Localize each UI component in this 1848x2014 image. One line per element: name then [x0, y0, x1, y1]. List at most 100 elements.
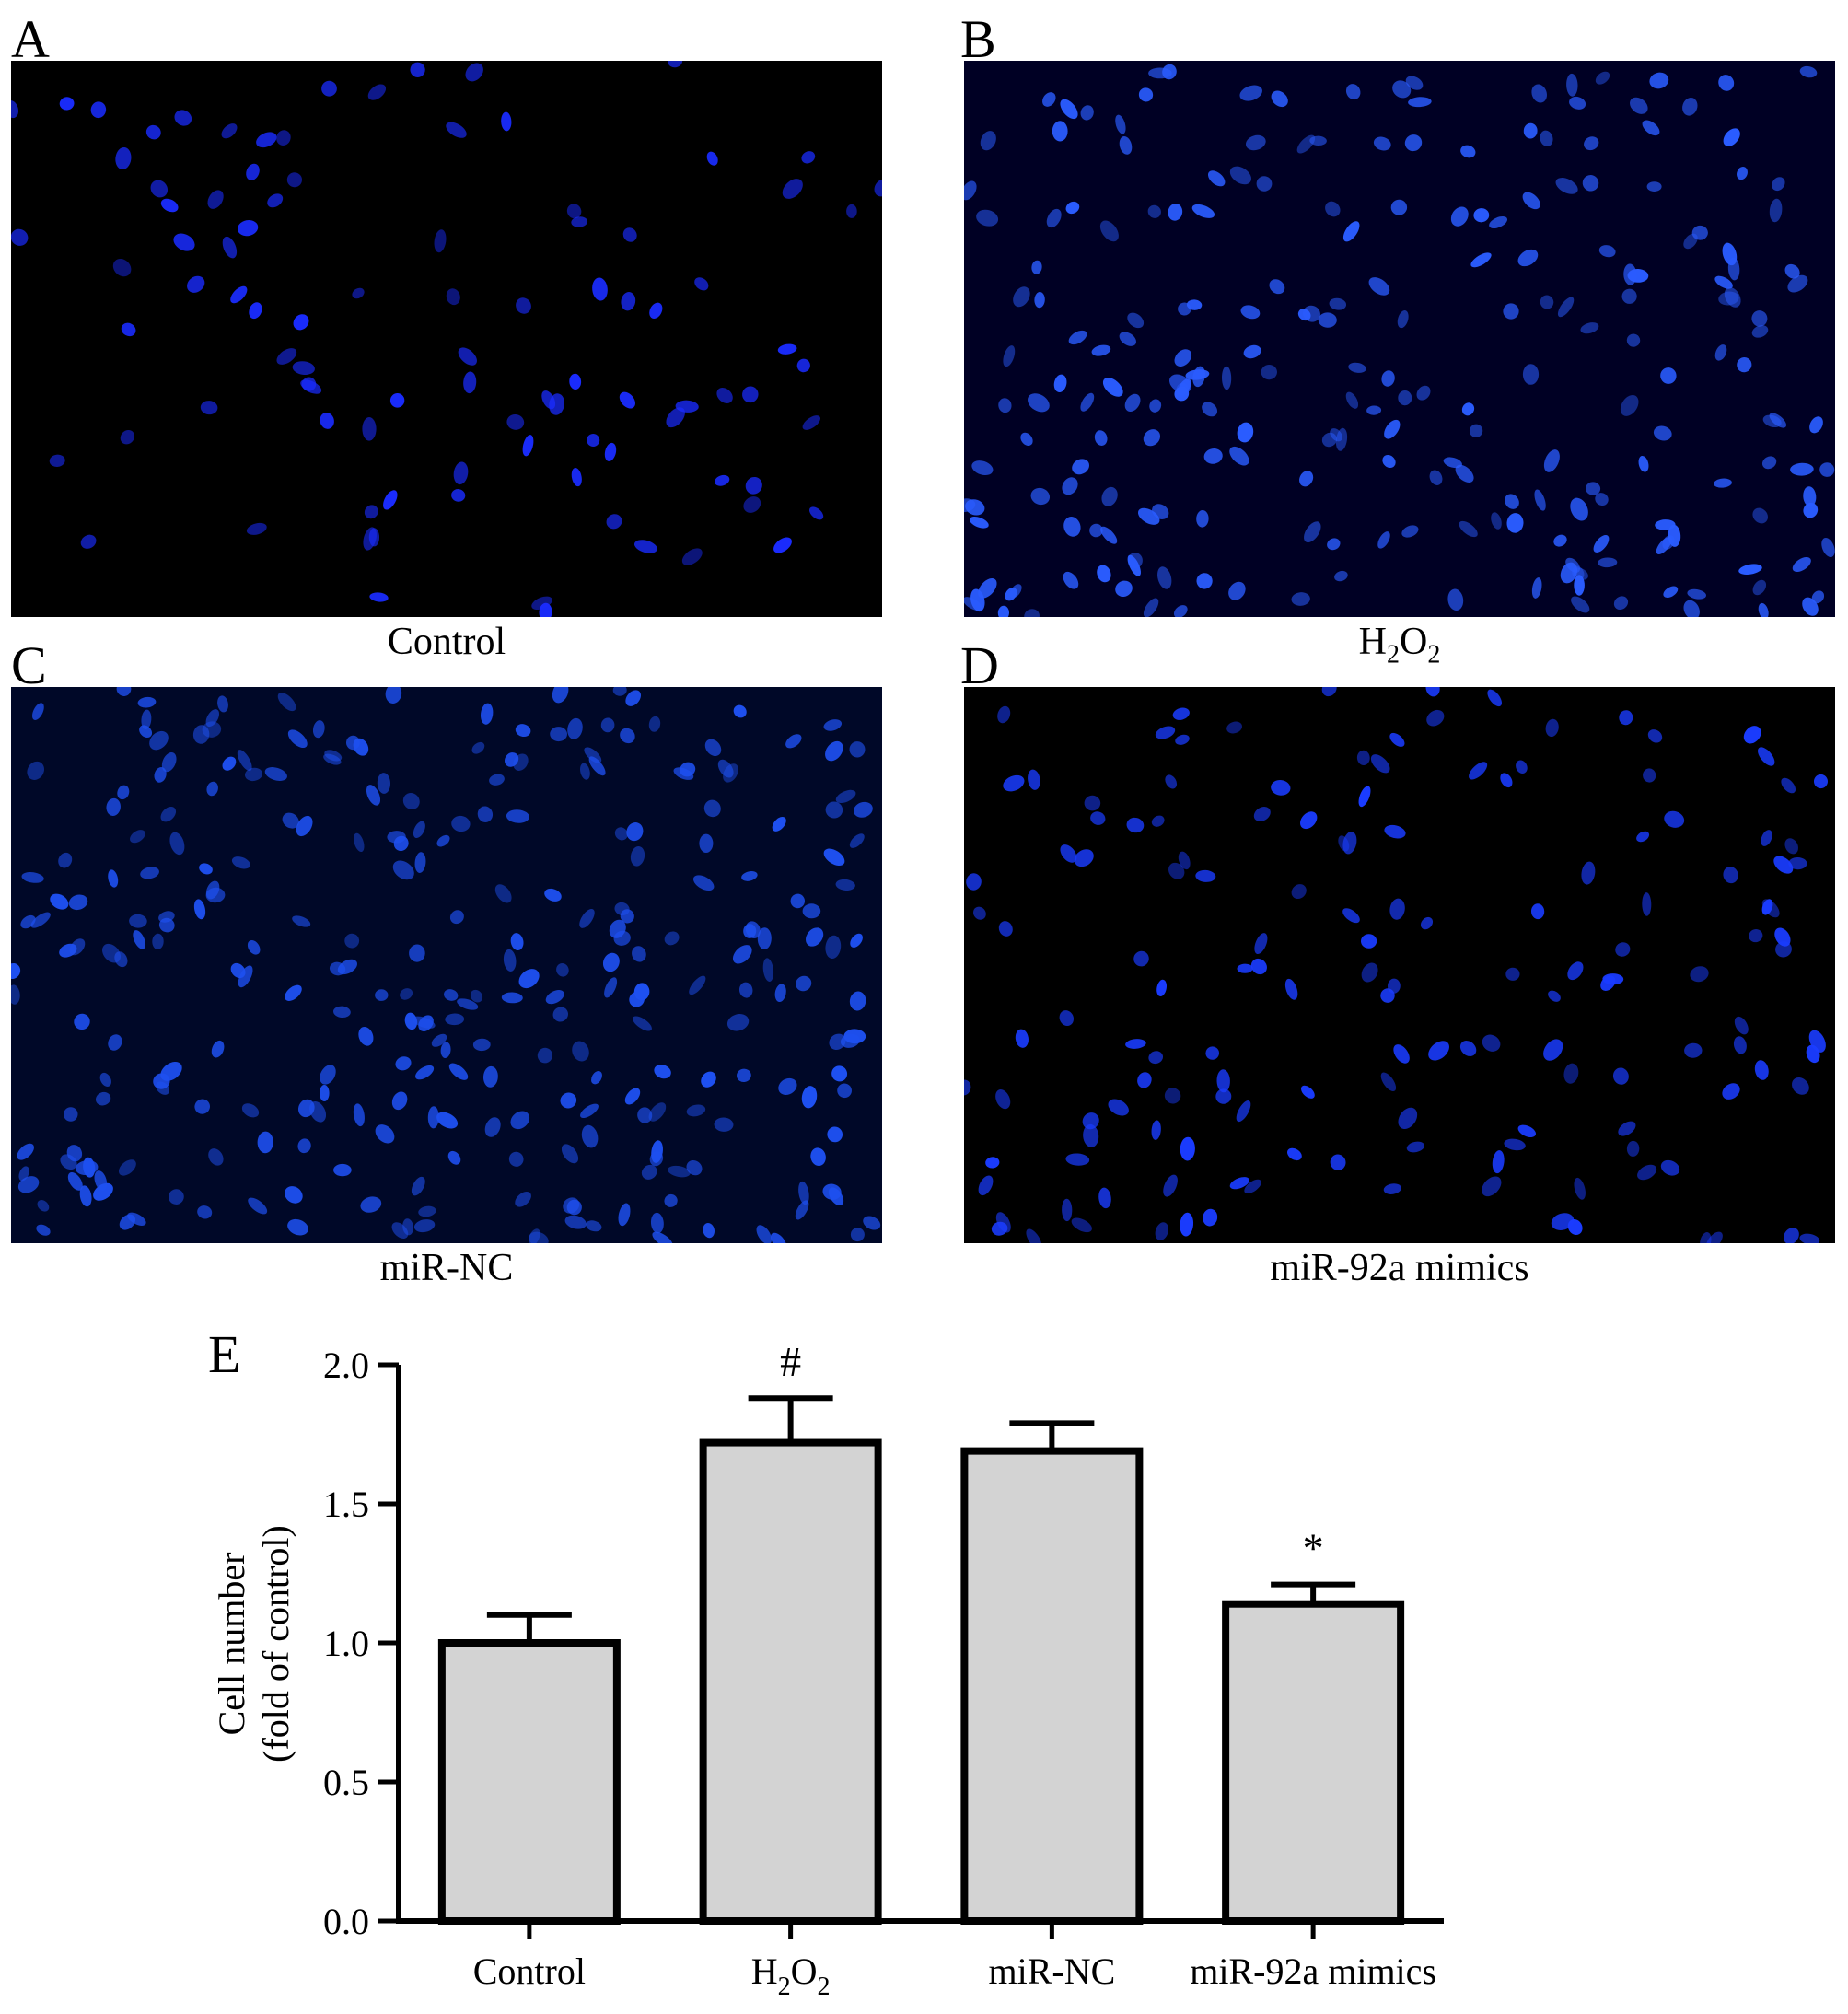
nucleus — [114, 951, 128, 968]
nucleus — [391, 1222, 409, 1239]
micrograph-background — [964, 687, 1835, 1243]
nucleus — [614, 827, 628, 841]
nuclei-image-control — [11, 61, 882, 617]
nucleus — [446, 122, 467, 138]
nucleus — [1250, 958, 1267, 975]
nucleus — [21, 872, 44, 883]
nucleus — [1342, 831, 1357, 855]
nucleus — [1143, 598, 1159, 617]
caption-mir-92a-mimics: miR-92a mimics — [1270, 1247, 1529, 1289]
nucleus — [152, 933, 164, 949]
micrograph-mir-nc — [11, 687, 882, 1243]
nucleus — [664, 931, 680, 946]
nucleus — [1714, 275, 1733, 289]
nucleus — [1254, 933, 1268, 955]
nucleus — [354, 832, 365, 853]
nucleus — [1461, 402, 1475, 416]
nucleus — [561, 1144, 579, 1164]
nucleus — [257, 1131, 273, 1154]
nuclei-image-mir-92a-mimics — [964, 687, 1835, 1243]
nucleus — [579, 908, 595, 928]
nucleus — [1784, 838, 1798, 855]
nucleus — [510, 933, 524, 951]
nucleus — [1393, 1044, 1410, 1064]
nucleus — [1172, 707, 1190, 720]
nucleus — [1792, 1077, 1809, 1095]
nucleus — [1503, 303, 1519, 320]
nucleus — [480, 703, 494, 725]
nucleus — [1102, 378, 1123, 397]
nucleus — [1799, 1233, 1820, 1243]
nucleus — [1062, 477, 1078, 495]
nucleus — [471, 741, 485, 754]
nucleus — [173, 233, 195, 251]
nucleus — [141, 709, 152, 729]
nucleus — [1784, 263, 1800, 279]
nucleus — [1700, 1231, 1712, 1243]
nucleus — [367, 84, 387, 100]
nucleus — [1256, 176, 1273, 192]
nucleus — [1623, 263, 1637, 285]
nucleus — [580, 763, 590, 780]
nucleus — [1738, 564, 1762, 575]
bar — [437, 1639, 621, 1925]
nucleus — [1245, 134, 1266, 151]
nucleus — [1368, 277, 1390, 296]
nucleus — [1229, 1177, 1249, 1190]
nucleus — [208, 1148, 224, 1166]
y-axis-label-line2: (fold of control) — [255, 1525, 296, 1763]
nucleus — [741, 871, 758, 881]
nucleus — [1618, 1121, 1636, 1136]
nucleus — [312, 720, 325, 739]
nucleus — [297, 1138, 311, 1154]
nucleus — [1034, 292, 1045, 309]
nucleus — [1404, 134, 1423, 152]
nucleus — [733, 704, 747, 718]
nucleus — [375, 1124, 395, 1144]
nucleus — [1062, 1198, 1073, 1222]
nucleus — [649, 302, 663, 319]
nucleus — [457, 998, 479, 1010]
nucleus — [742, 386, 759, 403]
nucleus — [1115, 580, 1133, 598]
nucleus — [1229, 166, 1251, 185]
nucleus — [431, 1033, 447, 1047]
nucleus — [1751, 325, 1769, 338]
nucleus — [1643, 768, 1656, 783]
nucleus — [1239, 85, 1262, 101]
nucleus — [1052, 121, 1068, 142]
x-tick-label: miR-92a mimics — [1190, 1950, 1436, 1992]
nucleus — [153, 1073, 170, 1089]
nucleus — [244, 767, 263, 782]
nucleus — [1636, 831, 1650, 843]
nucleus — [556, 962, 569, 977]
nucleus — [74, 1013, 90, 1030]
nucleus — [1398, 390, 1412, 406]
nucleus — [1706, 1231, 1723, 1243]
nucleus — [1024, 609, 1040, 617]
nucleus — [686, 1104, 706, 1117]
nucleus — [1126, 817, 1145, 833]
nucleus — [1460, 145, 1476, 158]
nucleus — [1619, 710, 1633, 726]
nucleus — [652, 1231, 673, 1243]
y-tick-label: 0.0 — [323, 1901, 369, 1942]
panel-letter-c: C — [11, 635, 47, 695]
nucleus — [1660, 367, 1677, 384]
nucleus — [1598, 557, 1618, 568]
nucleus — [1373, 136, 1391, 151]
nucleus — [1178, 302, 1191, 316]
nucleus — [1656, 537, 1672, 554]
nucleus — [133, 930, 146, 949]
nucleus — [995, 1089, 1011, 1110]
nucleus — [1091, 344, 1111, 356]
nucleus — [1390, 199, 1408, 215]
nucleus — [1148, 1051, 1164, 1065]
nucleus — [277, 693, 296, 712]
nucleus — [200, 401, 218, 415]
nucleus — [1237, 422, 1254, 443]
nucleus — [1714, 478, 1732, 488]
nucleus — [237, 219, 259, 237]
nucleus — [798, 1181, 809, 1205]
nucleus — [17, 1143, 34, 1160]
